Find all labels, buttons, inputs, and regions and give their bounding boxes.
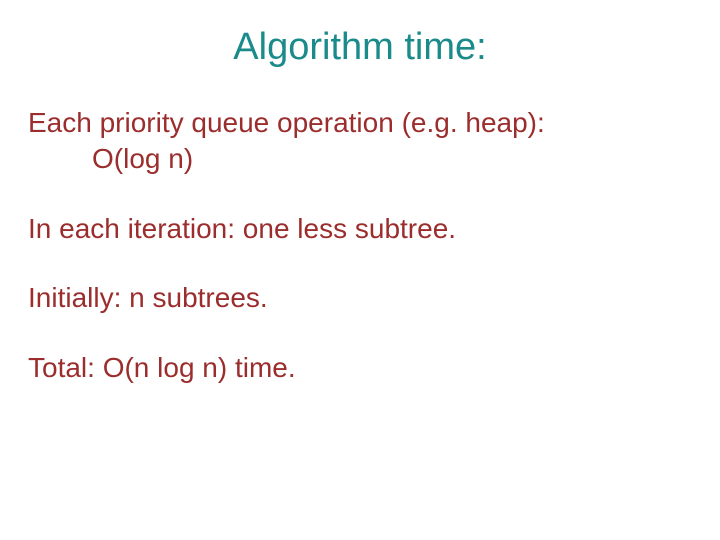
body-line-1-indent: O(log n) [28,141,692,177]
body-line-1-text: Each priority queue operation (e.g. heap… [28,107,545,138]
body-line-3-text: Initially: n subtrees. [28,282,268,313]
body-line-2: In each iteration: one less subtree. [28,211,692,247]
body-line-4-text: Total: O(n log n) time. [28,352,296,383]
body-line-1: Each priority queue operation (e.g. heap… [28,105,692,177]
body-line-2-text: In each iteration: one less subtree. [28,213,456,244]
body-line-4: Total: O(n log n) time. [28,350,692,386]
slide: Algorithm time: Each priority queue oper… [0,0,720,540]
slide-title: Algorithm time: [28,26,692,69]
body-line-3: Initially: n subtrees. [28,280,692,316]
